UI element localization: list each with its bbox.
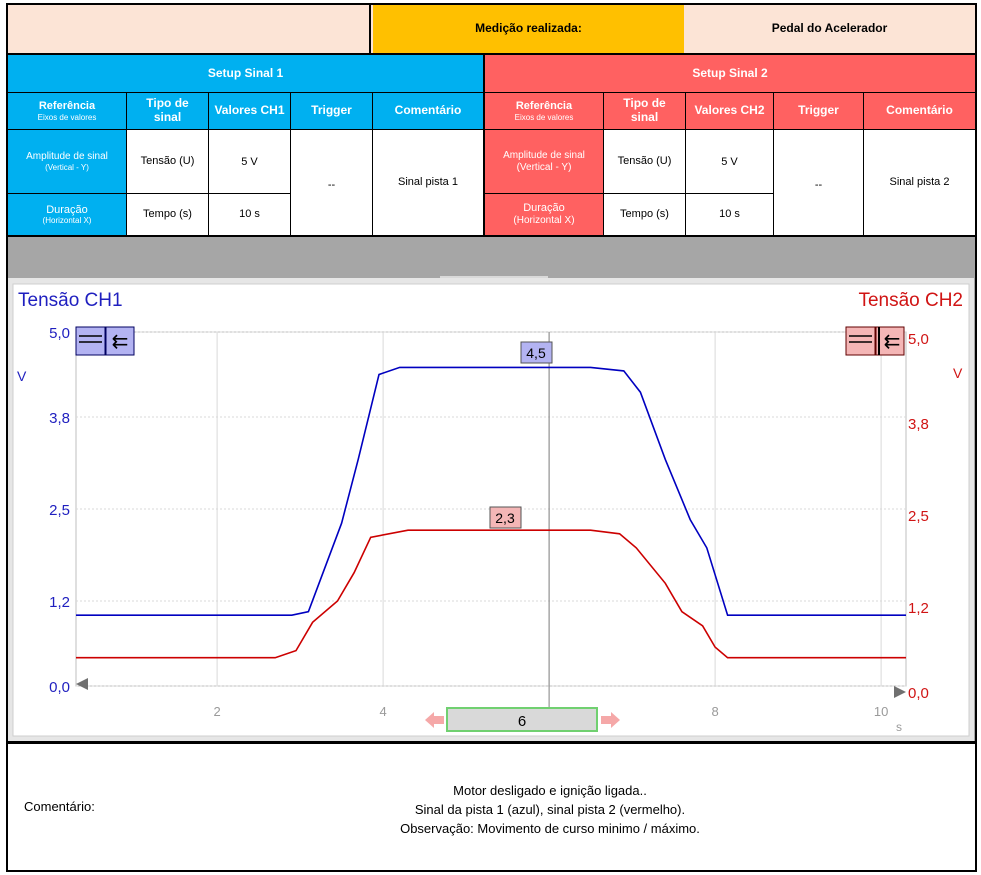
- setup1-comment-value: Sinal pista 1: [372, 129, 483, 235]
- setup2-col-trigger: Trigger: [773, 92, 863, 129]
- setup2-title: Setup Sinal 2: [485, 55, 975, 92]
- right-tick-label: 1,2: [908, 600, 929, 617]
- setup2-row2-ref: Duração (Horizontal X): [485, 193, 603, 235]
- setup1-col-values: Valores CH1: [208, 92, 290, 129]
- ch1-scale-button[interactable]: [75, 326, 106, 356]
- setup1-col-ref: Referência Eixos de valores: [8, 92, 126, 129]
- comment-text: Motor desligado e ignição ligada.. Sinal…: [300, 781, 800, 838]
- measurement-value: Pedal do Acelerador: [684, 5, 975, 53]
- ch2-offset-button[interactable]: ⇇: [875, 326, 905, 356]
- left-tick-label: 5,0: [49, 325, 70, 342]
- setup1-col-trigger: Trigger: [290, 92, 372, 129]
- x-tick-label: 2: [213, 704, 220, 719]
- comment-line-1: Motor desligado e ignição ligada..: [453, 783, 647, 798]
- setup2-row1-ref-label: Amplitude de sinal: [503, 150, 585, 161]
- setup2-row1-ref-sub: (Vertical - Y): [516, 161, 572, 173]
- setup1-row1-ref: Amplitude de sinal (Vertical - Y): [8, 129, 126, 193]
- setup2-row2-ref-label: Duração: [523, 202, 565, 215]
- ch1-offset-button[interactable]: ⇇: [105, 326, 135, 356]
- setup1-row1-ref-label: Amplitude de sinal: [26, 151, 108, 163]
- ch1-cursor-value: 4,5: [526, 345, 546, 361]
- setup-divider: [483, 55, 485, 235]
- ch2-scale-button[interactable]: [845, 326, 876, 356]
- setup1-col-type: Tipo de sinal: [126, 92, 208, 129]
- setup1-col-ref-sub: Eixos de valores: [37, 112, 97, 122]
- setup1-row2-type: Tempo (s): [126, 193, 208, 235]
- left-tick-label: 0,0: [49, 679, 70, 696]
- comment-line-2: Sinal da pista 1 (azul), sinal pista 2 (…: [414, 802, 686, 817]
- left-unit: V: [17, 368, 27, 384]
- time-cursor-right-arrow[interactable]: [601, 712, 620, 728]
- setup1-row2-ref-sub: (Horizontal X): [42, 216, 92, 226]
- right-tick-label: 5,0: [908, 331, 929, 348]
- setup2-row2-type: Tempo (s): [603, 193, 685, 235]
- arrow-right-icon: [601, 712, 620, 728]
- time-cursor-left-arrow[interactable]: [425, 712, 444, 728]
- ch1-zero-marker-icon[interactable]: [76, 678, 88, 690]
- right-axis-ticks: 5,0 3,8 2,5 1,2 0,0: [908, 331, 929, 702]
- setup2-col-type: Tipo de sinal: [603, 92, 685, 129]
- ch2-zero-marker-icon[interactable]: [894, 686, 906, 698]
- right-tick-label: 2,5: [908, 508, 929, 525]
- setup1-trigger-value: --: [290, 129, 372, 235]
- setup2-col-values: Valores CH2: [685, 92, 773, 129]
- setup1-col-comment: Comentário: [372, 92, 483, 129]
- ch2-cursor-value-box: [489, 506, 522, 529]
- ch2-offset-arrows-icon: ⇇: [884, 331, 901, 353]
- setup2-row2-value: 10 s: [685, 193, 773, 235]
- ch1-offset-arrows-icon: ⇇: [112, 331, 129, 353]
- setup2-col-comment: Comentário: [863, 92, 975, 129]
- setup2-trigger-value: --: [773, 129, 863, 235]
- series-ch2-line: [76, 529, 906, 659]
- x-tick-label: 4: [379, 704, 386, 719]
- ch2-cursor-value: 2,3: [495, 510, 515, 526]
- x-unit: s: [896, 720, 902, 734]
- setup2-row1-type: Tensão (U): [603, 129, 685, 193]
- x-tick-label: 10: [874, 704, 888, 719]
- time-cursor-value: 6: [518, 713, 526, 730]
- header-spacer: [8, 5, 371, 53]
- right-tick-label: 3,8: [908, 416, 929, 433]
- setup1-row2-value: 10 s: [208, 193, 290, 235]
- arrow-left-icon: [425, 712, 444, 728]
- setup2-comment-value: Sinal pista 2: [863, 129, 975, 235]
- setup1-col-ref-label: Referência: [38, 100, 96, 113]
- setup1-title: Setup Sinal 1: [8, 55, 483, 92]
- setup2-row1-value: 5 V: [685, 129, 773, 193]
- comment-frame: [6, 741, 977, 872]
- setup2-col-ref-label: Referência: [515, 100, 573, 113]
- setup2-row1-ref: Amplitude de sinal (Vertical - Y): [485, 129, 603, 193]
- setup1-row1-ref-sub: (Vertical - Y): [45, 162, 89, 172]
- setup1-row1-value: 5 V: [208, 129, 290, 193]
- left-tick-label: 1,2: [49, 594, 70, 611]
- right-tick-label: 0,0: [908, 685, 929, 702]
- setup2-col-ref-sub: Eixos de valores: [514, 112, 574, 122]
- time-cursor-handle[interactable]: 6: [446, 707, 598, 732]
- setup1-row2-ref: Duração (Horizontal X): [8, 193, 126, 235]
- oscilloscope-chart: Tensão CH1 Tensão CH2 V V s 5,0 3,8 2,5 1,2…: [8, 278, 974, 742]
- setup2-row2-ref-sub: (Horizontal X): [513, 215, 575, 227]
- left-axis-ticks: 5,0 3,8 2,5 1,2 0,0: [49, 325, 70, 696]
- right-axis-title: Tensão CH2: [858, 290, 963, 311]
- ch1-cursor-value-box: [520, 341, 553, 364]
- measurement-label: Medição realizada:: [373, 5, 684, 53]
- x-tick-label: 8: [711, 704, 718, 719]
- setup2-col-ref: Referência Eixos de valores: [485, 92, 603, 129]
- comment-label: Comentário:: [24, 799, 95, 814]
- left-tick-label: 2,5: [49, 502, 70, 519]
- left-axis-title: Tensão CH1: [18, 290, 123, 311]
- setup1-row1-type: Tensão (U): [126, 129, 208, 193]
- series-ch1-line: [76, 366, 906, 616]
- left-tick-label: 3,8: [49, 410, 70, 427]
- setup1-row2-ref-label: Duração: [46, 203, 88, 216]
- comment-line-3: Observação: Movimento de curso minimo / …: [400, 821, 700, 836]
- right-unit: V: [953, 365, 963, 381]
